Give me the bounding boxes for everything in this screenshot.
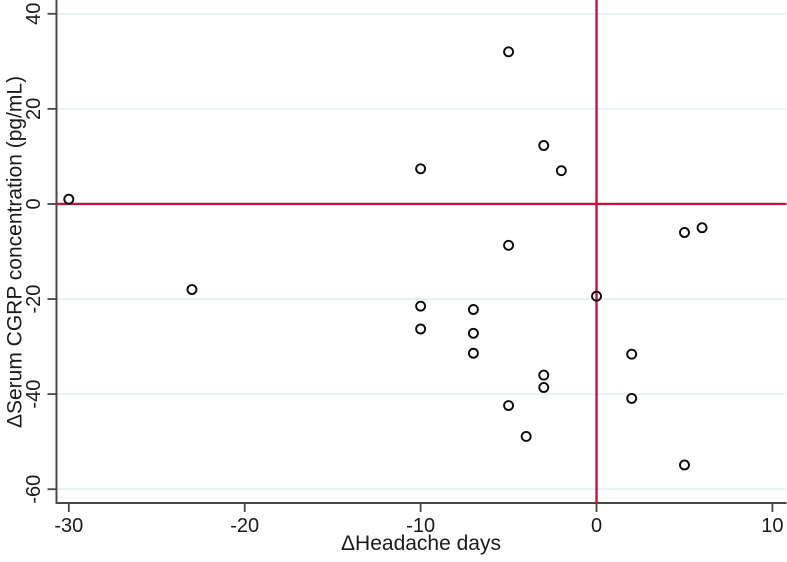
data-point (679, 459, 690, 471)
y-tick-label: 0 (23, 198, 45, 209)
data-point (415, 163, 427, 175)
data-point (503, 46, 515, 58)
data-point (503, 400, 515, 411)
y-tick-label: -40 (23, 380, 45, 409)
data-point (696, 222, 708, 234)
x-tick-label: 0 (591, 515, 602, 537)
y-tick-label: -20 (23, 285, 45, 314)
y-axis-title: ΔSerum CGRP concentration (pg/mL) (3, 76, 26, 428)
x-tick-label: -30 (54, 515, 83, 537)
data-point (626, 348, 638, 360)
data-point (555, 165, 567, 177)
data-point (415, 323, 427, 335)
x-tick-label: -10 (406, 515, 435, 537)
reference-line-layer (56, 0, 787, 503)
data-point (467, 347, 479, 359)
data-point (415, 300, 427, 312)
grid-layer (56, 12, 787, 491)
data-point (467, 327, 479, 339)
data-point (538, 382, 550, 393)
data-point (467, 304, 479, 315)
data-point (63, 193, 75, 205)
data-point (679, 227, 690, 238)
x-axis-title: ΔHeadache days (341, 532, 501, 555)
data-point (538, 369, 550, 381)
data-point (520, 430, 532, 442)
axis-layer: -60 -40 -20 0 20 40 -30 -20 -10 0 10 (23, 0, 787, 537)
data-point (591, 290, 602, 302)
data-point (186, 284, 198, 295)
y-tick-label: -60 (23, 475, 45, 504)
x-tick-label: 10 (761, 515, 783, 537)
data-point (626, 392, 638, 404)
data-point (538, 140, 550, 151)
marker-layer (63, 46, 708, 471)
x-tick-label: -20 (230, 515, 259, 537)
y-tick-label: 20 (23, 98, 45, 120)
y-tick-label: 40 (23, 3, 45, 25)
data-point (503, 239, 515, 251)
